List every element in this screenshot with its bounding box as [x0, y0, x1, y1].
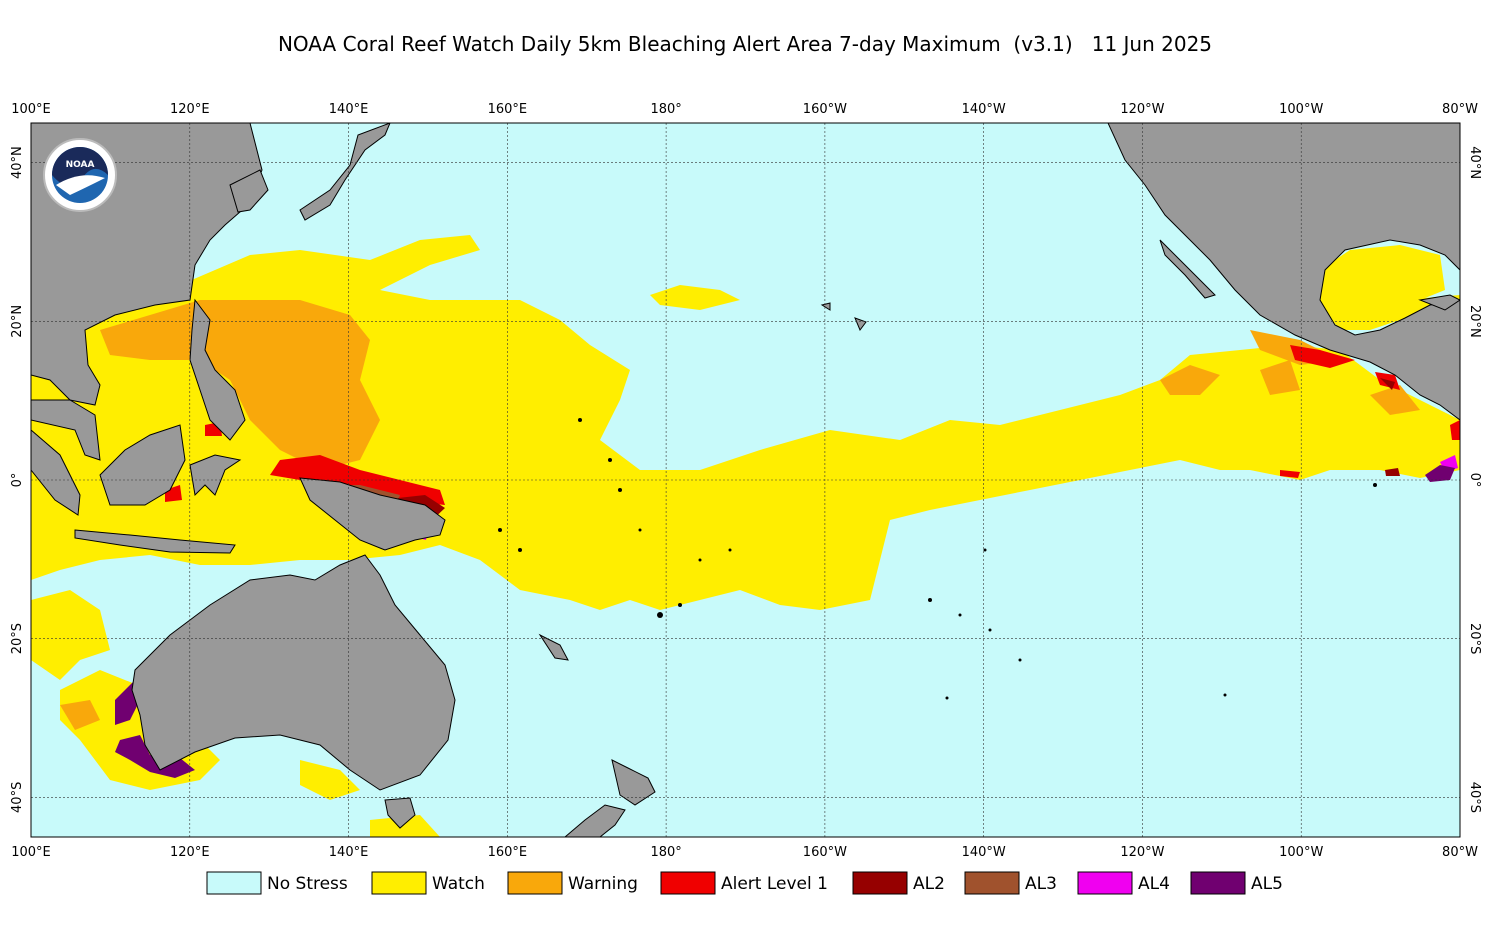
map-title: NOAA Coral Reef Watch Daily 5km Bleachin…: [278, 32, 1212, 56]
lat-tick-label: 0°: [1467, 473, 1482, 488]
lat-tick-label: 40°S: [10, 782, 25, 813]
lon-tick-label: 100°E: [11, 102, 51, 117]
legend-label: Watch: [432, 874, 485, 894]
legend-label: AL4: [1138, 874, 1170, 894]
lat-tick-label: 20°N: [10, 305, 25, 338]
noaa-logo: NOAA: [43, 138, 117, 212]
legend-label: Alert Level 1: [721, 874, 828, 894]
lon-tick-label: 160°E: [488, 102, 528, 117]
lat-tick-label: 20°S: [1467, 623, 1482, 654]
lat-tick-label: 20°S: [10, 623, 25, 654]
lon-tick-label: 100°W: [1279, 845, 1323, 860]
lon-tick-label: 140°W: [962, 102, 1006, 117]
legend-swatch: [371, 871, 427, 895]
lon-tick-label: 180°: [650, 845, 681, 860]
legend-swatch: [1077, 871, 1133, 895]
lon-tick-label: 120°W: [1120, 102, 1164, 117]
lon-tick-label: 140°E: [329, 845, 369, 860]
lon-tick-label: 120°W: [1120, 845, 1164, 860]
lat-tick-label: 40°S: [1467, 782, 1482, 813]
lon-tick-label: 120°E: [170, 845, 210, 860]
legend-swatch: [206, 871, 262, 895]
lon-tick-label: 140°E: [329, 102, 369, 117]
legend-label: AL2: [913, 874, 945, 894]
logo-text: NOAA: [66, 160, 95, 170]
lat-tick-label: 0°: [10, 473, 25, 488]
legend-label: Warning: [568, 874, 638, 894]
legend-swatch: [1190, 871, 1246, 895]
legend: No Stress Watch Warning Alert Level 1 AL2 AL3…: [206, 871, 1283, 895]
lon-tick-label: 160°E: [488, 845, 528, 860]
lon-tick-label: 140°W: [962, 845, 1006, 860]
lon-tick-label: 120°E: [170, 102, 210, 117]
islands: [498, 418, 1377, 700]
map-frame: [30, 122, 1461, 838]
lon-tick-label: 80°W: [1442, 102, 1478, 117]
lon-tick-label: 80°W: [1442, 845, 1478, 860]
lon-tick-label: 100°E: [11, 845, 51, 860]
legend-swatch: [964, 871, 1020, 895]
lat-tick-label: 40°N: [10, 146, 25, 179]
legend-label: AL3: [1025, 874, 1057, 894]
legend-label: No Stress: [267, 874, 348, 894]
lon-tick-label: 100°W: [1279, 102, 1323, 117]
legend-swatch: [660, 871, 716, 895]
map-area: [31, 123, 1460, 837]
lat-tick-label: 40°N: [1467, 146, 1482, 179]
lat-tick-label: 20°N: [1467, 305, 1482, 338]
legend-swatch: [507, 871, 563, 895]
lon-tick-label: 160°W: [803, 102, 847, 117]
legend-label: AL5: [1251, 874, 1283, 894]
lon-tick-label: 180°: [650, 102, 681, 117]
legend-swatch: [852, 871, 908, 895]
lon-tick-label: 160°W: [803, 845, 847, 860]
